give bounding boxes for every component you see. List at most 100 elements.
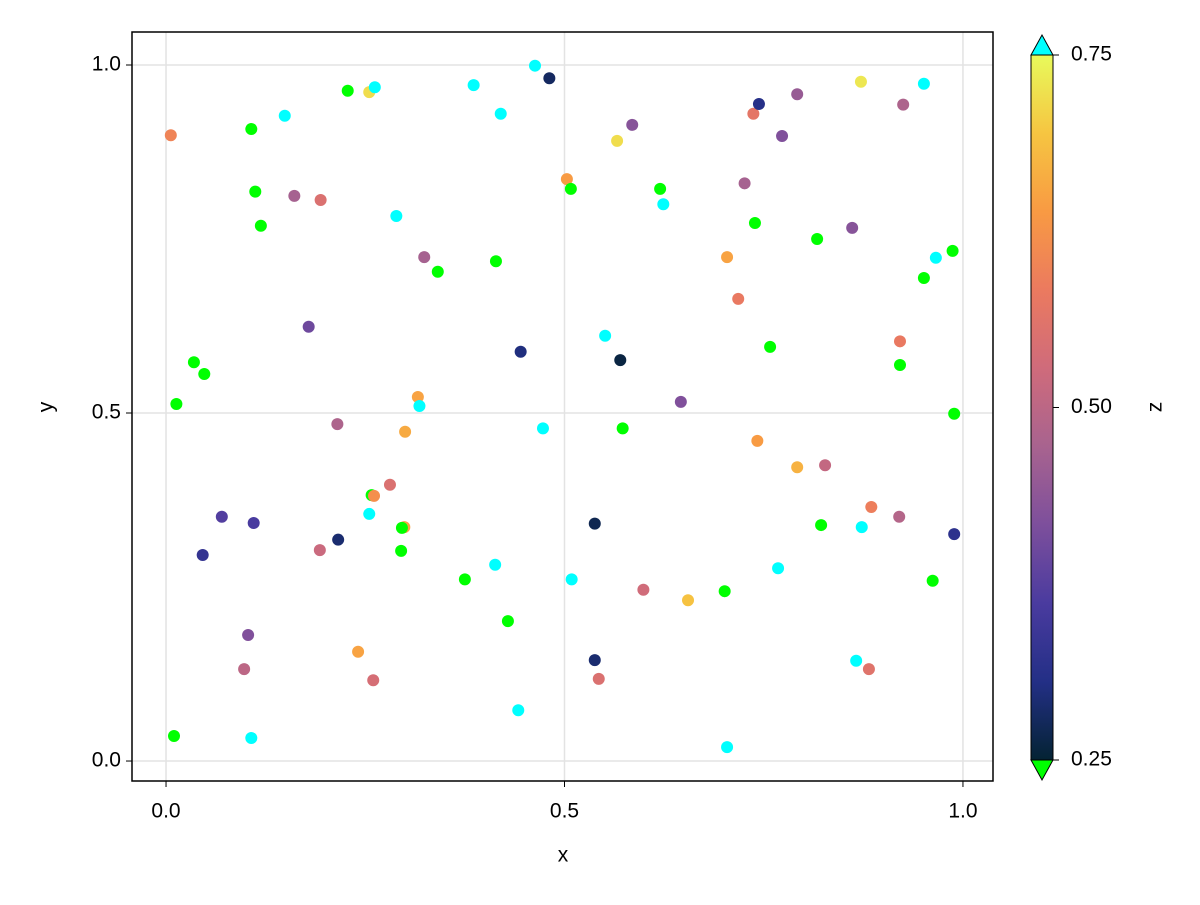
scatter-point <box>247 516 260 529</box>
scatter-point <box>772 562 785 575</box>
scatter-point <box>926 574 939 587</box>
scatter-point <box>313 544 326 557</box>
scatter-point <box>674 395 687 408</box>
scatter-point <box>458 573 471 586</box>
scatter-point <box>751 434 764 447</box>
scatter-point <box>501 615 514 628</box>
scatter-point <box>187 356 200 369</box>
scatter-point <box>514 345 527 358</box>
scatter-point <box>732 292 745 305</box>
scatter-point <box>815 519 828 532</box>
scatter-point <box>865 500 878 513</box>
scatter-point <box>411 390 424 403</box>
scatter-point <box>752 97 765 110</box>
scatter-point <box>614 354 627 367</box>
scatter-point <box>560 173 573 186</box>
scatter-point <box>654 182 667 195</box>
y-axis-label: y <box>35 401 58 412</box>
x-axis-label: x <box>558 844 569 867</box>
scatter-point <box>819 459 832 472</box>
scatter-point <box>238 663 251 676</box>
scatter-point <box>512 704 525 717</box>
scatter-point <box>599 329 612 342</box>
scatter-point <box>363 507 376 520</box>
scatter-point <box>929 251 942 264</box>
scatter-point <box>948 407 961 420</box>
scatter-point <box>791 461 804 474</box>
scatter-point <box>536 422 549 435</box>
scatter-point <box>611 134 624 147</box>
scatter-point <box>245 123 258 136</box>
scatter-point <box>198 368 211 381</box>
scatter-point <box>893 510 906 523</box>
scatter-point <box>565 573 578 586</box>
scatter-point <box>249 185 262 198</box>
y-tick-label: 0.0 <box>92 749 121 772</box>
scatter-point <box>747 107 760 120</box>
y-tick-label: 1.0 <box>92 53 121 76</box>
scatter-point <box>467 79 480 92</box>
scatter-point <box>413 400 426 413</box>
scatter-point <box>846 221 859 234</box>
scatter-point <box>811 232 824 245</box>
scatter-point <box>390 210 403 223</box>
scatter-point <box>718 585 731 598</box>
scatter-point <box>738 177 751 190</box>
scatter-point <box>616 422 629 435</box>
scatter-point <box>288 189 301 202</box>
x-tick-label: 0.5 <box>550 800 579 823</box>
scatter-point <box>494 107 507 120</box>
scatter-point <box>489 558 502 571</box>
scatter-point <box>529 59 542 72</box>
scatter-point <box>164 129 177 142</box>
plot-frame <box>131 31 994 782</box>
scatter-point <box>893 335 906 348</box>
x-tick-label: 0.0 <box>151 800 180 823</box>
colorbar <box>1031 55 1053 760</box>
scatter-point <box>395 521 408 534</box>
scatter-point <box>862 663 875 676</box>
scatter-point <box>418 251 431 264</box>
scatter-point <box>543 72 556 85</box>
scatter-point <box>368 81 381 94</box>
scatter-point <box>196 548 209 561</box>
scatter-point <box>854 75 867 88</box>
scatter-point <box>588 654 601 667</box>
scatter-point <box>564 182 577 195</box>
scatter-point <box>314 194 327 207</box>
colorbar-tick-label: 0.25 <box>1071 748 1112 771</box>
scatter-point <box>850 654 863 667</box>
scatter-point <box>341 84 354 97</box>
scatter-point <box>855 521 868 534</box>
scatter-point <box>948 528 961 541</box>
scatter-point <box>897 98 910 111</box>
scatter-point <box>489 255 502 268</box>
x-tick-label: 1.0 <box>948 800 977 823</box>
scatter-point <box>367 674 380 687</box>
scatter-point <box>626 118 639 131</box>
scatter-point <box>748 216 761 229</box>
scatter-point <box>215 510 228 523</box>
scatter-point <box>431 265 444 278</box>
scatter-point <box>383 478 396 491</box>
scatter-point <box>893 358 906 371</box>
scatter-point <box>776 129 789 142</box>
colorbar-tick-label: 0.50 <box>1071 395 1112 418</box>
scatter-point <box>242 629 255 642</box>
scatter-point <box>331 418 344 431</box>
colorbar-label: z <box>1144 402 1167 413</box>
scatter-point <box>917 77 930 90</box>
scatter-point <box>657 198 670 211</box>
scatter-point <box>946 244 959 257</box>
colorbar-tick-label: 0.75 <box>1071 43 1112 66</box>
scatter-point <box>917 271 930 284</box>
scatter-point <box>167 729 180 742</box>
scatter-point <box>637 583 650 596</box>
scatter-point <box>721 251 734 264</box>
scatter-point <box>791 88 804 101</box>
scatter-point <box>399 425 412 438</box>
scatter-point <box>721 741 734 754</box>
scatter-point <box>682 594 695 607</box>
